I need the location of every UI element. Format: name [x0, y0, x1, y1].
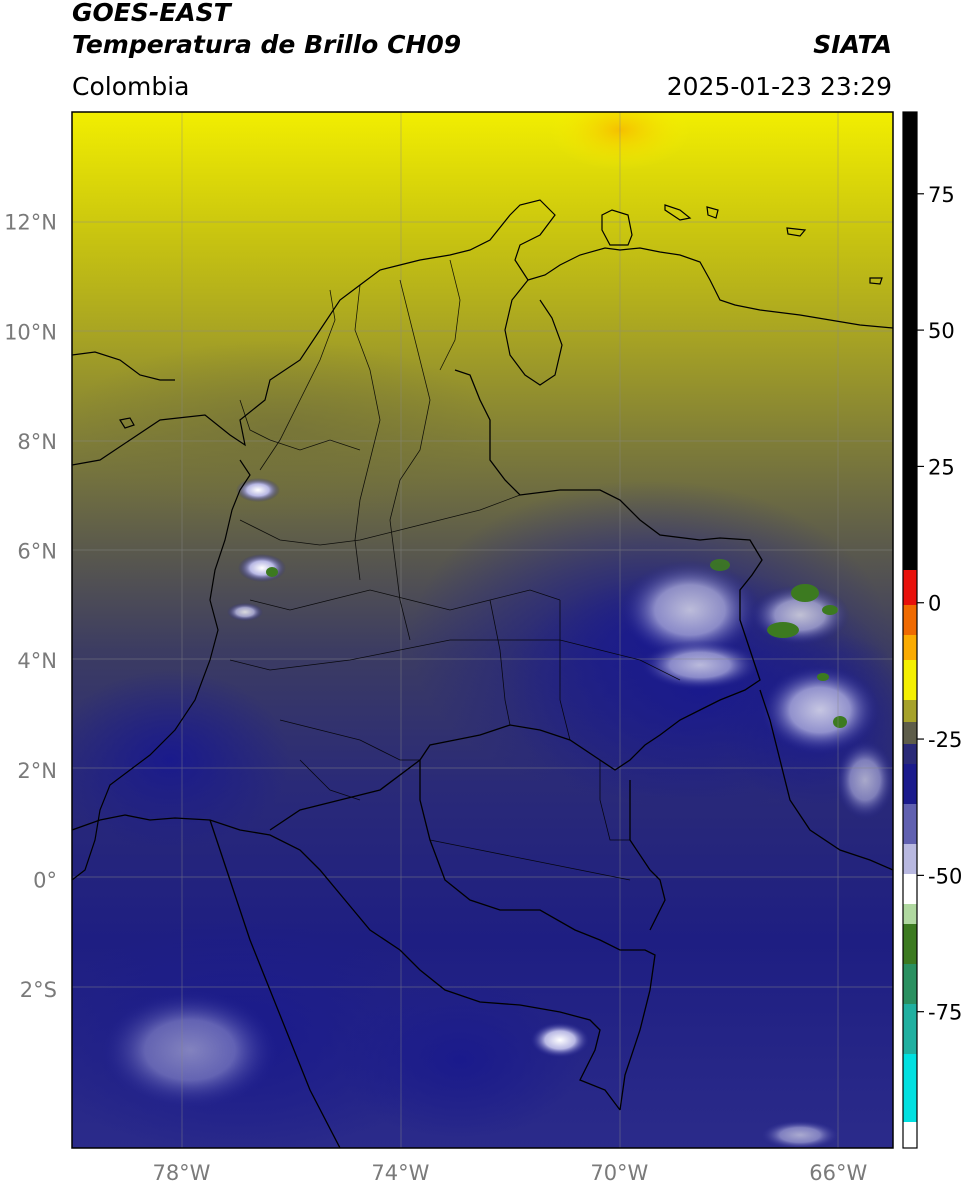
colorbar-olive-segment — [903, 700, 917, 722]
colorbar-amber-segment — [903, 635, 917, 660]
colorbar-darkblue-segment — [903, 744, 917, 764]
lat-tick-label: 6°N — [17, 540, 57, 564]
colorbar-frame — [902, 111, 918, 1149]
latitude-ticks: 12°N 10°N 8°N 6°N 4°N 2°N 0° 2°S — [4, 211, 57, 1002]
colorbar-tick-label: 75 — [928, 183, 955, 207]
map-frame — [71, 111, 894, 1149]
colorbar-hot-segment — [903, 112, 917, 570]
colorbar-ticks: 75 50 25 0 -25 -50 -75 — [917, 183, 962, 1025]
source-label: SIATA — [813, 30, 892, 59]
lat-tick-label: 2°N — [17, 759, 57, 783]
colorbar-red-segment — [903, 570, 917, 605]
lat-tick-label: 2°S — [20, 978, 57, 1002]
lat-tick-label: 12°N — [4, 211, 57, 235]
country-borders — [72, 369, 893, 1148]
lon-tick-label: 78°W — [152, 1161, 210, 1185]
region-label: Colombia — [72, 72, 190, 101]
lat-tick-label: 8°N — [17, 430, 57, 454]
colorbar-yellow-segment — [903, 660, 917, 700]
lat-tick-label: 4°N — [17, 649, 57, 673]
colorbar-green-segment — [903, 924, 917, 964]
colorbar-periwinkle-segment — [903, 804, 917, 844]
colorbar-gray-segment — [903, 722, 917, 744]
lat-tick-label: 0° — [33, 868, 57, 892]
colorbar-cyan-segment — [903, 1054, 917, 1122]
colorbar-tick-label: 0 — [928, 592, 941, 616]
satellite-title: GOES-EAST — [72, 0, 231, 27]
coastlines — [72, 199, 893, 881]
department-borders — [229, 259, 681, 881]
lon-tick-label: 74°W — [371, 1161, 429, 1185]
colorbar-lightgreen-segment — [903, 904, 917, 924]
lat-tick-label: 10°N — [4, 320, 57, 344]
timestamp-label: 2025-01-23 23:29 — [666, 72, 892, 101]
colorbar-navy-segment — [903, 764, 917, 804]
colorbar-tick-label: -50 — [928, 864, 962, 888]
colorbar-tick-label: 25 — [928, 455, 955, 479]
colorbar-teal-segment — [903, 1004, 917, 1054]
lon-tick-label: 66°W — [809, 1161, 867, 1185]
colorbar-seagreen-segment — [903, 964, 917, 1004]
colorbar-white-segment — [903, 874, 917, 904]
colorbar-tick-label: -25 — [928, 728, 962, 752]
colorbar-tick-label: -75 — [928, 1001, 962, 1025]
colorbar-lavender-segment — [903, 844, 917, 874]
lon-tick-label: 70°W — [590, 1161, 648, 1185]
colorbar-orange-segment — [903, 605, 917, 635]
colorbar: 75 50 25 0 -25 -50 -75 — [902, 111, 962, 1149]
colorbar-tick-label: 50 — [928, 319, 955, 343]
colorbar-bottom-segment — [903, 1122, 917, 1148]
longitude-ticks: 78°W 74°W 70°W 66°W — [152, 1161, 867, 1185]
product-title: Temperatura de Brillo CH09 — [72, 30, 462, 59]
